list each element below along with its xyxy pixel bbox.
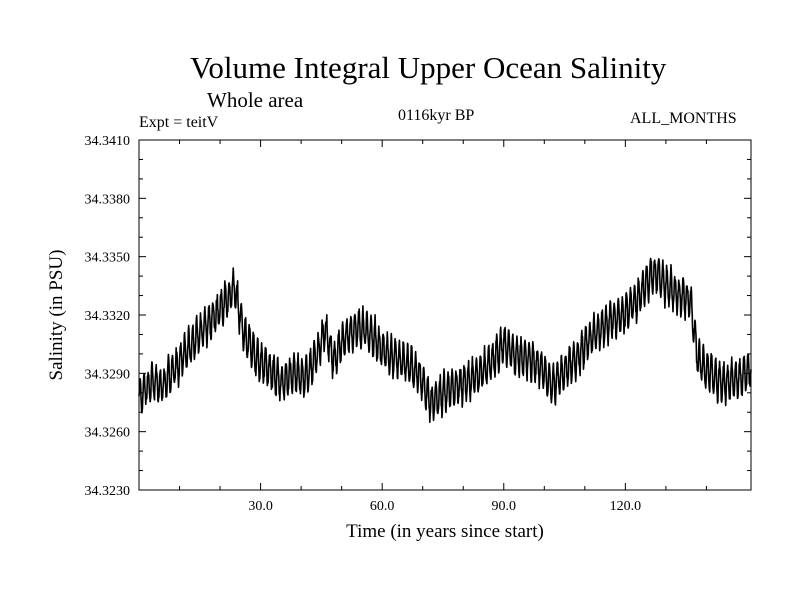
y-tick-label: 34.3260 [85, 426, 131, 441]
period-label: 0116kyr BP [398, 107, 475, 124]
y-tick-label: 34.3350 [85, 251, 131, 266]
y-tick-label: 34.3320 [85, 309, 131, 324]
y-tick-label: 34.3290 [85, 367, 131, 382]
x-tick-label: 90.0 [492, 499, 517, 514]
chart-subtitle: Whole area [207, 88, 304, 112]
x-axis-title: Time (in years since start) [346, 521, 544, 542]
months-label: ALL_MONTHS [630, 110, 737, 127]
y-tick-label: 34.3230 [85, 484, 131, 499]
plot-frame [138, 139, 752, 491]
experiment-label: Expt = teitV [139, 114, 219, 131]
y-tick-label: 34.3410 [85, 134, 131, 149]
chart-title: Volume Integral Upper Ocean Salinity [190, 50, 667, 85]
x-tick-label: 120.0 [610, 499, 642, 514]
x-tick-label: 60.0 [370, 499, 395, 514]
y-axis-title: Salinity (in PSU) [46, 250, 67, 381]
y-tick-label: 34.3380 [85, 192, 131, 207]
x-tick-label: 30.0 [248, 499, 273, 514]
series-line-salinity [138, 257, 752, 424]
